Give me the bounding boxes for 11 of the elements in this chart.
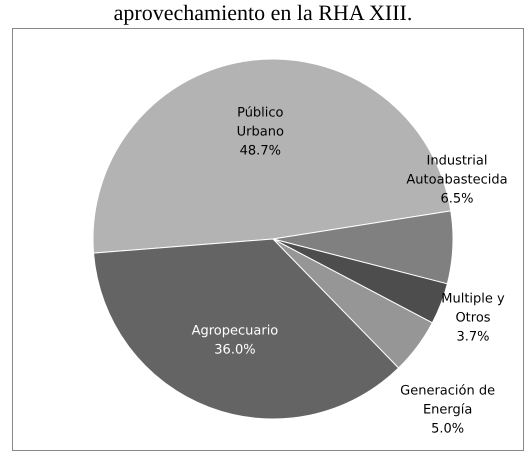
slice-label: Generación de Energía xyxy=(400,382,496,417)
data-label: 36.0% xyxy=(214,342,256,358)
data-label: 6.5% xyxy=(440,190,474,206)
data-label: 3.7% xyxy=(456,328,490,344)
slice-label: Agropecuario xyxy=(192,323,278,338)
slice-label: Público Urbano xyxy=(236,105,284,140)
slice-label: Industrial Autoabastecida xyxy=(406,152,508,187)
chart-title: aprovechamiento en la RHA XIII. xyxy=(112,0,414,26)
data-label: 5.0% xyxy=(431,420,464,436)
data-label: 48.7% xyxy=(240,143,281,158)
slice-label: Multiple y Otros xyxy=(441,290,506,325)
